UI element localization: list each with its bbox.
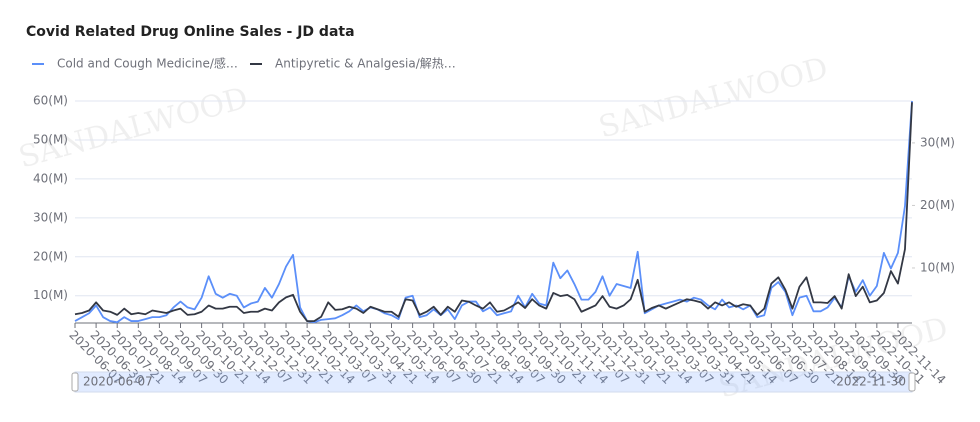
y-tick-label: 50(M) [33,132,68,146]
y-tick-label: 10(M) [33,288,68,302]
y2-tick-label: 30(M) [920,135,955,149]
y2-tick-label: 20(M) [920,198,955,212]
zoom-start-label: 2020-06-07 [83,375,153,389]
legend-label: Antipyretic & Analgesia/解热… [275,57,456,71]
y-tick-label: 30(M) [33,210,68,224]
y2-tick-label: 10(M) [920,260,955,274]
series-line [74,102,913,323]
y-tick-label: 40(M) [33,171,68,185]
series-line [74,100,913,324]
zoom-handle[interactable] [71,372,79,392]
zoom-end-label: 2022-11-30 [836,375,906,389]
y-tick-label: 20(M) [33,249,68,263]
zoom-handle[interactable] [908,372,916,392]
zoom-track [74,371,913,393]
y-tick-label: 60(M) [33,94,68,108]
watermark: SANDALWOOD [595,51,832,146]
chart-title: Covid Related Drug Online Sales - JD dat… [26,24,355,40]
legend-label: Cold and Cough Medicine/感… [57,56,238,71]
